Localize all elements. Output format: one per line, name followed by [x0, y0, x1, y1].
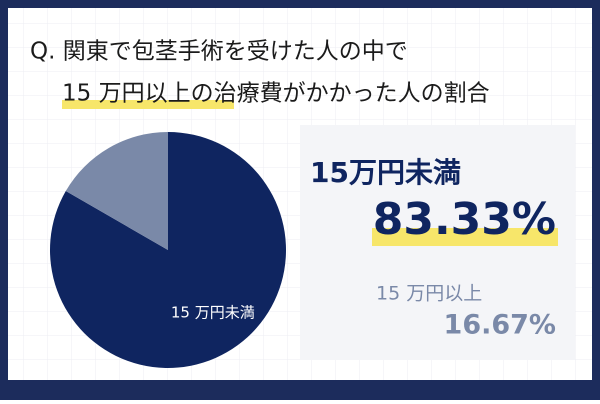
value-label: 16.67%	[444, 310, 556, 341]
value-highlight	[372, 228, 558, 246]
title-highlight	[62, 100, 234, 109]
title-line: Q. 関東で包茎手術を受けた人の中で	[30, 39, 408, 65]
slice-label: 15 万円未満	[171, 303, 255, 321]
pie-slice	[49, 132, 286, 369]
pie-slice	[65, 132, 168, 250]
value-label: 83.33%	[373, 194, 556, 245]
legend-label: 15 万円以上	[376, 283, 482, 305]
title-line: 15 万円以上の治療費がかかった人の割合	[62, 81, 490, 107]
legend-label: 15万円未満	[310, 156, 461, 189]
pie: 15 万円未満	[49, 132, 286, 369]
